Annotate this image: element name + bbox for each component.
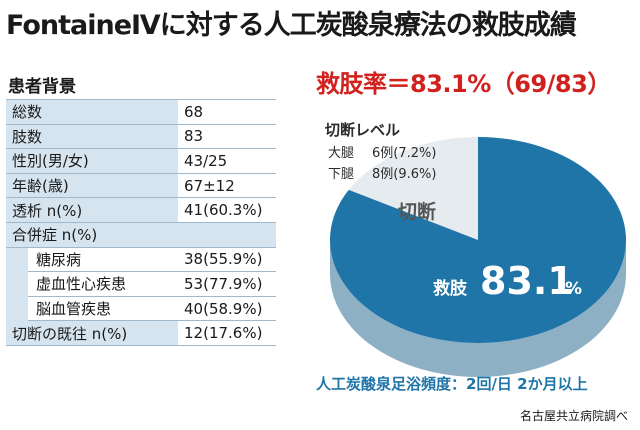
background-row: 肢数 83: [6, 124, 276, 150]
background-row: 脳血管疾患 40(58.9%): [6, 296, 276, 322]
background-row-key: 性別(男/女): [6, 148, 178, 174]
pie-unit-limb-salvage: %: [565, 279, 582, 299]
background-row-value: 38(55.9%): [178, 247, 276, 273]
background-row-value: 83: [178, 124, 276, 150]
background-row-value: 43/25: [178, 148, 276, 174]
data-source: 名古屋共立病院調べ: [519, 409, 628, 423]
background-row-value: 67±12: [178, 173, 276, 199]
background-row: 年齢(歳) 67±12: [6, 173, 276, 199]
pie-label-limb-salvage: 救肢: [433, 278, 468, 299]
background-row-value: 41(60.3%): [178, 197, 276, 223]
background-row: 合併症 n(%): [6, 222, 276, 248]
background-label: 患者背景: [8, 77, 76, 97]
background-row-key: 合併症 n(%): [6, 222, 178, 248]
background-row: 糖尿病 38(55.9%): [6, 247, 276, 273]
amputation-item-value: 8例(9.6%): [372, 167, 436, 182]
bath-frequency-note: 人工炭酸泉足浴頻度：2回/日 2か月以上: [316, 375, 588, 393]
background-row-key: 脳血管疾患: [6, 296, 178, 322]
background-row-value: 53(77.9%): [178, 271, 276, 297]
page-title: FontaineⅣに対する人工炭酸泉療法の救肢成績: [6, 10, 577, 41]
background-row: 透析 n(%) 41(60.3%): [6, 197, 276, 223]
pie-slice-amputation: [348, 137, 478, 240]
pie-label-amputation: 切断: [398, 200, 436, 223]
amputation-item-label: 下腿: [328, 167, 354, 182]
background-row-value: 40(58.9%): [178, 296, 276, 322]
background-row: 虚血性心疾患 53(77.9%): [6, 271, 276, 297]
background-row-key: 年齢(歳): [6, 173, 178, 199]
background-row-key: 糖尿病: [6, 247, 178, 273]
pie-value-limb-salvage: 83.1: [480, 259, 574, 303]
chart-title: 救肢率＝83.1%（69/83）: [316, 70, 611, 98]
background-row: 切断の既往 n(%) 12(17.6%): [6, 320, 276, 346]
background-row-value: 68: [178, 99, 276, 125]
background-row: 総数 68: [6, 99, 276, 125]
background-row-key: 虚血性心疾患: [6, 271, 178, 297]
amputation-level-heading: 切断レベル: [325, 121, 400, 139]
pie-side-band: [330, 240, 626, 377]
background-row: 性別(男/女) 43/25: [6, 148, 276, 174]
background-row-key: 肢数: [6, 124, 178, 150]
background-row-key: 透析 n(%): [6, 197, 178, 223]
background-row-value: [178, 222, 276, 248]
pie-slice-limb-salvage: [330, 137, 626, 343]
amputation-item-label: 大腿: [328, 146, 354, 161]
background-row-key: 切断の既往 n(%): [6, 320, 178, 346]
background-row-key: 総数: [6, 99, 178, 125]
background-row-value: 12(17.6%): [178, 320, 276, 346]
background-table: 総数 68 肢数 83 性別(男/女) 43/25 年齢(歳) 67±12 透析 n(%) 41(…: [6, 99, 276, 346]
pie-side: [330, 240, 626, 377]
amputation-item-value: 6例(7.2%): [372, 146, 436, 161]
